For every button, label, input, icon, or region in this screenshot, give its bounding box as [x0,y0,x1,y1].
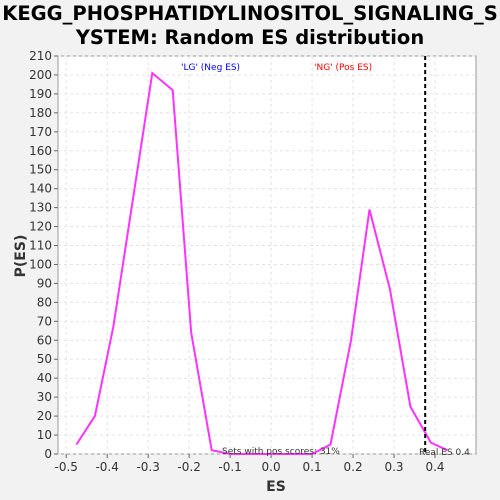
grid [58,55,476,455]
legend-neg-es: 'LG' (Neg ES) [181,63,240,73]
distribution-line [75,71,448,455]
x-tick-label: 0.2 [344,460,363,474]
y-tick-label: 90 [37,276,52,290]
y-tick-label: 130 [29,201,52,215]
legend-pos-es: 'NG' (Pos ES) [314,63,372,73]
y-axis-ticks: 0 10 20 30 40 50 60 70 80 90 100 110 120 130 140 150 160… [29,49,58,461]
x-tick-label: 0.4 [425,460,444,474]
y-axis-label: P(ES) [13,235,29,278]
y-tick-label: 210 [29,49,52,63]
y-tick-label: 110 [29,239,52,253]
y-tick-label: 140 [29,182,52,196]
y-tick-label: 80 [37,295,52,309]
y-tick-label: 10 [37,428,52,442]
y-tick-label: 40 [37,371,52,385]
y-tick-label: 70 [37,314,52,328]
real-es-annotation: Real ES 0.4 [419,448,470,458]
x-tick-label: -0.2 [177,460,200,474]
x-tick-label: -0.5 [54,460,77,474]
y-tick-label: 50 [37,352,52,366]
x-tick-label: -0.4 [95,460,118,474]
x-axis-ticks: -0.5 -0.4 -0.3 -0.2 -0.1 0.0 0.1 0.2 0.3 0.4 [54,454,445,474]
chart-title: KEGG_PHOSPHATIDYLINOSITOL_SIGNALING_S YS… [0,2,500,50]
x-tick-label: 0.0 [262,460,281,474]
pos-scores-annotation: Sets with pos scores: 31% [222,447,340,457]
x-tick-label: -0.1 [218,460,241,474]
y-tick-label: 20 [37,409,52,423]
y-tick-label: 190 [29,87,52,101]
y-tick-label: 0 [44,447,52,461]
x-axis-label: ES [266,479,286,495]
chart-title-line1: KEGG_PHOSPHATIDYLINOSITOL_SIGNALING_S [2,2,498,25]
y-tick-label: 60 [37,333,52,347]
y-tick-label: 100 [29,257,52,271]
y-tick-label: 180 [29,106,52,120]
y-tick-label: 120 [29,220,52,234]
y-tick-label: 30 [37,390,52,404]
y-tick-label: 150 [29,163,52,177]
series-layer [75,71,448,455]
y-tick-label: 200 [29,68,52,82]
y-tick-label: 160 [29,144,52,158]
x-tick-label: 0.3 [384,460,403,474]
chart-title-line2: YSTEM: Random ES distribution [75,26,425,49]
x-tick-label: -0.3 [136,460,159,474]
x-tick-label: 0.1 [303,460,322,474]
plot-area [57,55,477,455]
y-tick-label: 170 [29,125,52,139]
